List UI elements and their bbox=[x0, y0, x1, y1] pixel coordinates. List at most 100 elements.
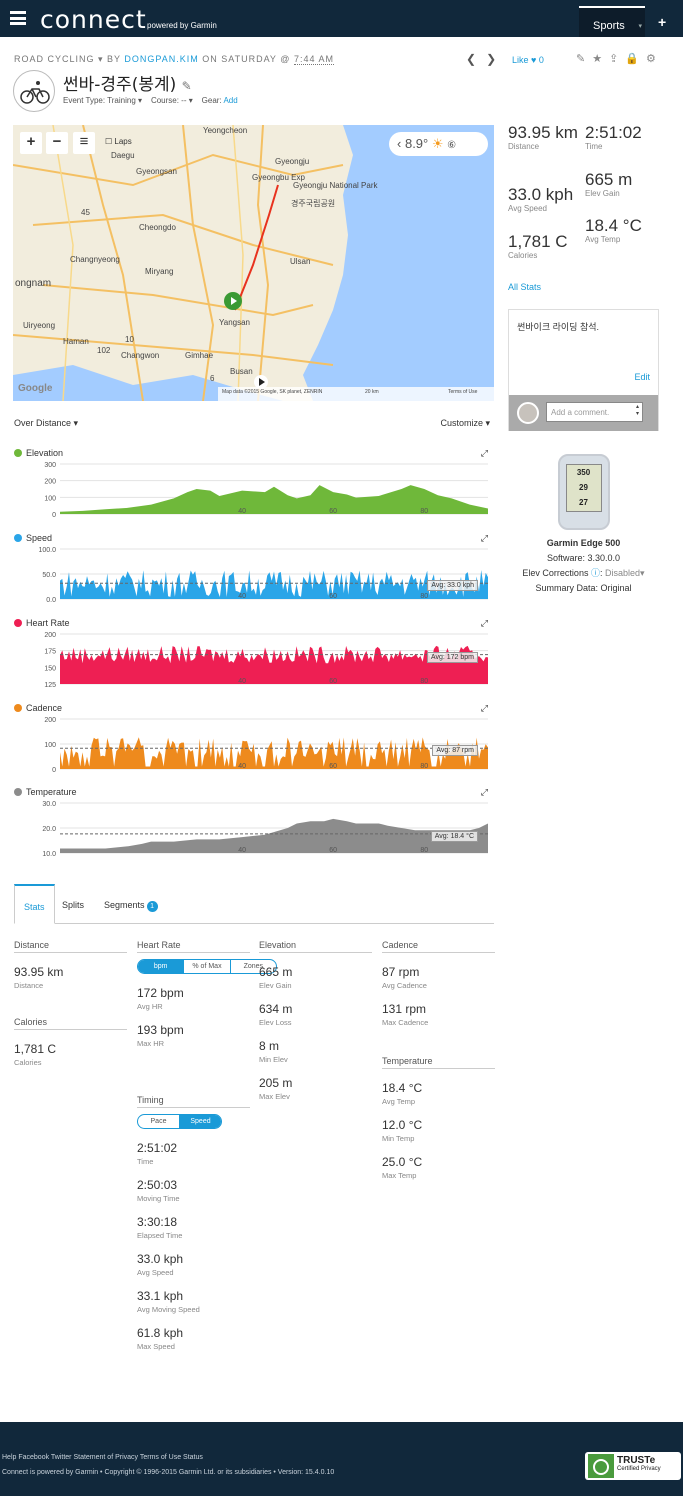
stat-label: Avg HR bbox=[137, 1002, 163, 1011]
chart-heart-rate[interactable]: Heart Rate ⤢ 200 175 150 125 40 60 80 Avg: 172 bp… bbox=[14, 618, 492, 690]
toggle-option[interactable]: Pace bbox=[138, 1115, 180, 1128]
previous-activity-icon[interactable]: ❮ bbox=[466, 52, 487, 66]
summary-avg-temp-label: Avg Temp bbox=[585, 235, 621, 244]
route-map[interactable]: + − ≡ ☐ Laps ‹ 8.9° ☀ ⑥ Google Map data … bbox=[13, 125, 494, 401]
weather-prev-icon[interactable]: ‹ bbox=[397, 136, 402, 151]
summary-avg-speed-value: 33.0 kph bbox=[508, 185, 574, 204]
truste-badge[interactable]: TRUSTe Certified Privacy bbox=[585, 1452, 681, 1480]
google-logo: Google bbox=[18, 383, 53, 394]
all-stats-link[interactable]: All Stats bbox=[508, 282, 542, 292]
favorite-icon[interactable]: ★ bbox=[592, 53, 610, 65]
elev-corrections-select[interactable]: Disabled bbox=[605, 568, 641, 578]
toggle-option[interactable]: % of Max bbox=[184, 960, 231, 973]
toggle-option[interactable]: Zones bbox=[243, 963, 264, 970]
stat-value: 193 bpm bbox=[137, 1023, 184, 1037]
tab-splits[interactable]: Splits bbox=[62, 900, 85, 910]
stat-value: 2:50:03 bbox=[137, 1178, 178, 1192]
chart-elevation[interactable]: Elevation ⤢ 300 200 100 0 40 60 80 bbox=[14, 448, 492, 520]
summary-distance: 93.95 km Distance bbox=[508, 124, 578, 151]
legend-dot-icon bbox=[14, 619, 22, 627]
chart-temperature[interactable]: Temperature ⤢ 30.0 20.0 10.0 40 60 80 Avg: 18.4 … bbox=[14, 787, 492, 859]
chart-title-text: Speed bbox=[26, 533, 53, 543]
tab-segments[interactable]: Segments 1 bbox=[104, 884, 158, 924]
laps-checkbox[interactable]: ☐ Laps bbox=[105, 137, 132, 146]
device-screen-line-2: 29 bbox=[579, 483, 588, 492]
chart-title: Heart Rate bbox=[14, 618, 492, 630]
unit-toggle[interactable]: Pace Speed bbox=[137, 1114, 222, 1129]
comment-input[interactable]: Add a comment. bbox=[546, 402, 643, 422]
help-icon[interactable]: ⓘ bbox=[590, 568, 600, 578]
chart-title-text: Cadence bbox=[26, 703, 63, 713]
sports-dropdown-icon[interactable]: ▾ bbox=[638, 23, 642, 30]
x-tick-label: 40 bbox=[238, 847, 246, 854]
event-type-select[interactable]: Event Type: Training bbox=[63, 96, 136, 105]
connect-logo[interactable]: connect bbox=[40, 5, 147, 34]
menu-icon[interactable] bbox=[10, 11, 26, 25]
add-tab-button[interactable]: + bbox=[658, 14, 667, 30]
x-tick-label: 40 bbox=[238, 508, 246, 515]
toggle-option[interactable]: Speed bbox=[180, 1115, 221, 1128]
customize-select[interactable]: Customize ▾ bbox=[440, 418, 490, 428]
comment-scroll-icon[interactable]: ▴ ▾ bbox=[636, 404, 640, 417]
activity-user-link[interactable]: DONGPAN.KIM bbox=[124, 54, 199, 64]
zoom-in-button[interactable]: + bbox=[20, 132, 42, 154]
expand-chart-icon[interactable]: ⤢ bbox=[480, 787, 488, 797]
y-tick-label: 200 bbox=[44, 717, 56, 724]
expand-chart-icon[interactable]: ⤢ bbox=[480, 703, 488, 713]
weather-widget[interactable]: ‹ 8.9° ☀ ⑥ bbox=[389, 132, 488, 156]
layers-button[interactable]: ≡ bbox=[73, 132, 95, 154]
activity-title: 썬바-경주(봉계) ✎ bbox=[63, 70, 192, 95]
toggle-option[interactable]: bpm bbox=[138, 960, 185, 973]
elev-corrections-label: Elev Corrections bbox=[522, 568, 589, 578]
device-name[interactable]: Garmin Edge 500 bbox=[546, 538, 621, 548]
like-button[interactable]: Like ♥ 0 bbox=[512, 55, 544, 65]
tab-stats[interactable]: Stats bbox=[14, 884, 55, 924]
pencil-icon[interactable]: ✎ bbox=[181, 79, 192, 93]
y-tick-label: 0 bbox=[52, 767, 56, 774]
expand-chart-icon[interactable]: ⤢ bbox=[480, 448, 488, 458]
elev-corrections: Elev Corrections ⓘ: Disabled▾ bbox=[522, 568, 645, 578]
summary-elev-gain: 665 m Elev Gain bbox=[585, 171, 665, 198]
summary-avg-temp: 18.4 °C Avg Temp bbox=[585, 217, 665, 244]
stat-item: 87 rpm Avg Cadence bbox=[382, 965, 495, 990]
stat-label: Elev Gain bbox=[259, 981, 292, 990]
device-screen: 350 29 27 bbox=[565, 464, 602, 512]
chart-plot: 200 175 150 125 40 60 80 bbox=[44, 632, 488, 689]
stat-label: Moving Time bbox=[137, 1194, 180, 1203]
expand-chart-icon[interactable]: ⤢ bbox=[480, 533, 488, 543]
legend-dot-icon bbox=[14, 704, 22, 712]
stat-item: 8 m Min Elev bbox=[259, 1039, 372, 1064]
activity-type[interactable]: ROAD CYCLING bbox=[14, 54, 95, 64]
average-label: Avg: 18.4 °C bbox=[430, 830, 478, 842]
chart-cadence[interactable]: Cadence ⤢ 200 100 0 40 60 80 Avg: 87 rpm bbox=[14, 703, 492, 775]
unit-toggle[interactable]: bpm% of Max Zones bbox=[137, 959, 277, 974]
stats-section-cadence: Cadence 87 rpm Avg Cadence 131 rpm Max Caden… bbox=[382, 940, 495, 1027]
footer-links[interactable]: Help Facebook Twitter Statement of Priva… bbox=[2, 1454, 203, 1461]
stat-item: 172 bpm Avg HR bbox=[137, 986, 250, 1011]
sports-tab[interactable]: Sports ▾ bbox=[579, 6, 645, 37]
stat-value: 18.4 °C bbox=[382, 1081, 423, 1095]
add-gear-link[interactable]: Add bbox=[223, 96, 238, 105]
lock-icon[interactable]: 🔒 bbox=[625, 53, 647, 65]
share-icon[interactable]: ⇪ bbox=[609, 53, 626, 65]
stats-section-elevation: Elevation 665 m Elev Gain 634 m Elev Loss 8 m… bbox=[259, 940, 372, 1101]
x-tick-label: 60 bbox=[329, 593, 337, 600]
edit-icon[interactable]: ✎ bbox=[576, 53, 593, 65]
wind-icon: ⑥ bbox=[447, 140, 457, 151]
expand-chart-icon[interactable]: ⤢ bbox=[480, 618, 488, 628]
gear-icon[interactable]: ⚙ bbox=[646, 53, 663, 65]
course-select[interactable]: Course: -- bbox=[150, 96, 187, 105]
map-place-label: 6 bbox=[210, 374, 215, 383]
map-terms-link[interactable]: Terms of Use bbox=[448, 389, 478, 395]
activity-time[interactable]: 7:44 AM bbox=[293, 54, 334, 65]
chart-speed[interactable]: Speed ⤢ 100.0 50.0 0.0 40 60 80 Avg: 33.0 kph bbox=[14, 533, 492, 605]
stat-value: 87 rpm bbox=[382, 965, 420, 979]
map-place-label: Changwon bbox=[121, 351, 160, 360]
map-place-label: 경주국립공원 bbox=[291, 199, 336, 208]
next-activity-icon[interactable]: ❯ bbox=[486, 52, 507, 66]
edit-description-link[interactable]: Edit bbox=[634, 372, 650, 382]
zoom-out-button[interactable]: − bbox=[46, 132, 68, 154]
stat-label: Time bbox=[137, 1157, 154, 1166]
y-tick-label: 100.0 bbox=[38, 547, 56, 554]
over-distance-select[interactable]: Over Distance ▾ bbox=[14, 418, 79, 428]
